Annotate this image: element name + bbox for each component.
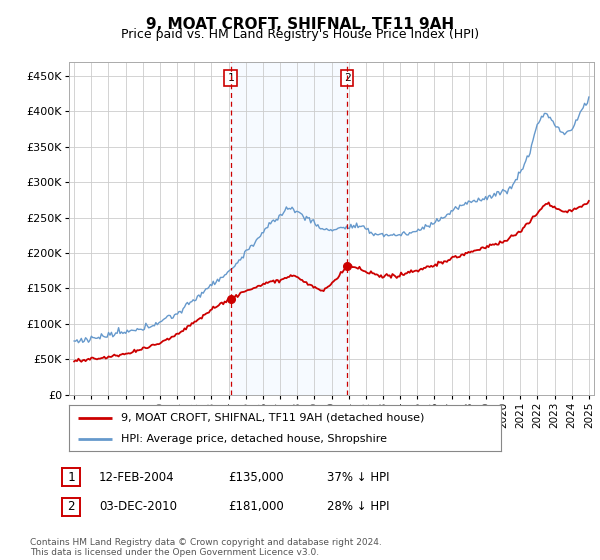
Text: 2: 2: [67, 500, 74, 514]
Text: 1: 1: [227, 73, 234, 83]
Text: 1: 1: [67, 470, 74, 484]
Text: 2: 2: [344, 73, 350, 83]
Text: 9, MOAT CROFT, SHIFNAL, TF11 9AH: 9, MOAT CROFT, SHIFNAL, TF11 9AH: [146, 17, 454, 32]
Text: 28% ↓ HPI: 28% ↓ HPI: [327, 500, 389, 514]
Text: £135,000: £135,000: [228, 470, 284, 484]
Text: 9, MOAT CROFT, SHIFNAL, TF11 9AH (detached house): 9, MOAT CROFT, SHIFNAL, TF11 9AH (detach…: [121, 413, 424, 423]
Text: HPI: Average price, detached house, Shropshire: HPI: Average price, detached house, Shro…: [121, 434, 387, 444]
Text: 03-DEC-2010: 03-DEC-2010: [99, 500, 177, 514]
Text: Contains HM Land Registry data © Crown copyright and database right 2024.
This d: Contains HM Land Registry data © Crown c…: [30, 538, 382, 557]
Text: £181,000: £181,000: [228, 500, 284, 514]
Text: 12-FEB-2004: 12-FEB-2004: [99, 470, 175, 484]
Bar: [230, 62, 347, 395]
Text: 37% ↓ HPI: 37% ↓ HPI: [327, 470, 389, 484]
Text: Price paid vs. HM Land Registry's House Price Index (HPI): Price paid vs. HM Land Registry's House …: [121, 28, 479, 41]
